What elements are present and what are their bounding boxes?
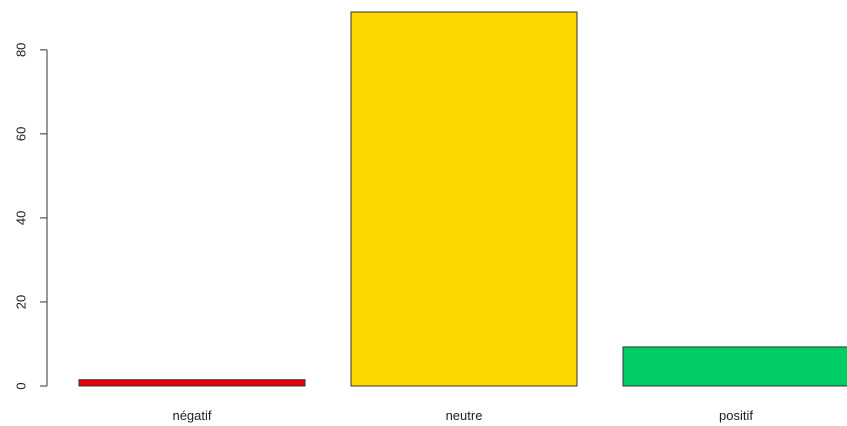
y-axis: 0 20 40 60 80 [14,43,48,390]
bar-neutre [350,11,578,387]
y-tick-label: 80 [14,43,29,57]
bar-positif [622,346,847,387]
x-axis-labels: négatif neutre positif [172,408,753,423]
bars-group [78,11,847,387]
category-label: négatif [172,408,211,423]
category-label: positif [719,408,753,423]
y-tick-label: 60 [14,127,29,141]
y-tick-label: 20 [14,295,29,309]
y-tick-label: 0 [14,382,29,389]
y-tick-label: 40 [14,211,29,225]
category-label: neutre [446,408,483,423]
bar-négatif [78,379,306,387]
